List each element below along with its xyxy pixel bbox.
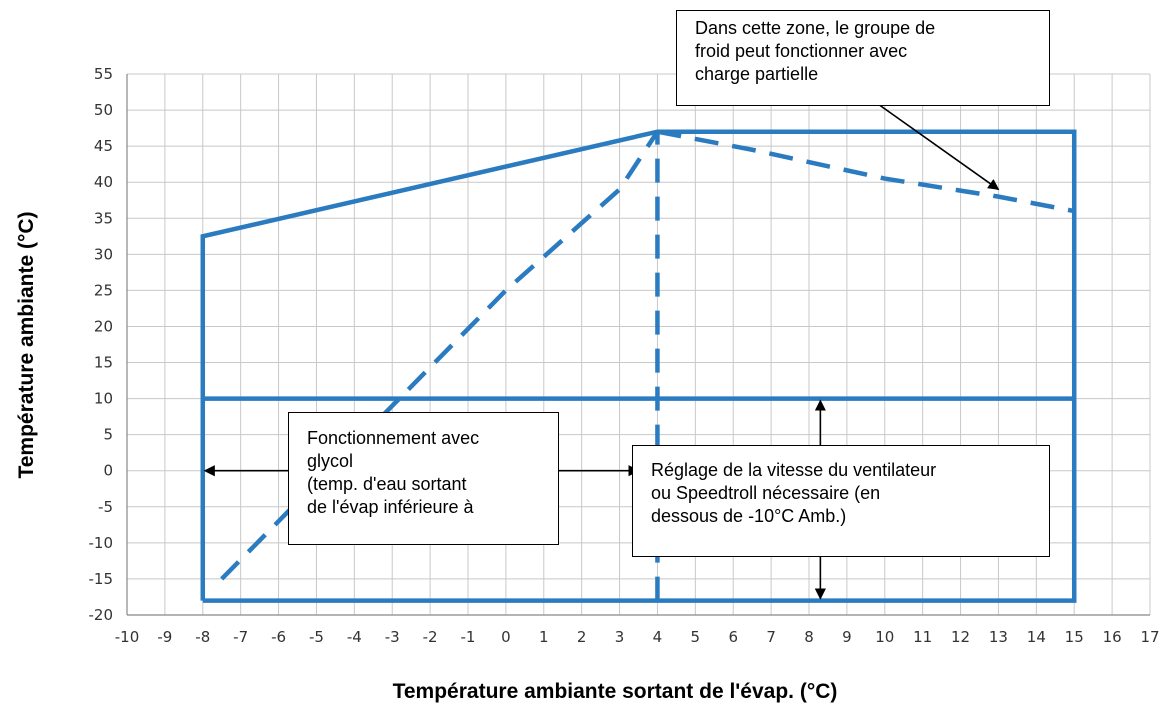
- x-tick-label: 1: [539, 628, 549, 646]
- y-tick-label: 5: [103, 426, 113, 444]
- x-tick-label: -7: [233, 628, 248, 646]
- x-tick-label: -4: [347, 628, 362, 646]
- annotation-left-box: Fonctionnement avec glycol (temp. d'eau …: [288, 412, 559, 545]
- x-tick-label: 11: [913, 628, 932, 646]
- x-tick-label: 3: [615, 628, 625, 646]
- annotation-top-box: Dans cette zone, le groupe de froid peut…: [676, 10, 1050, 106]
- x-tick-label: 10: [875, 628, 894, 646]
- annotation-arrows: [203, 103, 1000, 600]
- x-tick-label: 4: [653, 628, 663, 646]
- x-axis-title: Température ambiante sortant de l'évap. …: [393, 680, 838, 703]
- x-tick-label: 13: [989, 628, 1008, 646]
- y-tick-label: 40: [94, 173, 113, 191]
- y-tick-label: -15: [89, 570, 114, 588]
- x-tick-label: 14: [1027, 628, 1046, 646]
- x-tick-label: 9: [842, 628, 852, 646]
- y-tick-label: 50: [94, 101, 113, 119]
- tick-labels: -10 -9 -8 -7 -6 -5 -4 -3 -2 -1 0 1 2 3 4 5 6 7 8 9 10 11 12 13 1…: [89, 65, 1160, 646]
- y-tick-label: -10: [89, 534, 114, 552]
- x-tick-label: 16: [1103, 628, 1122, 646]
- x-tick-label: -8: [195, 628, 210, 646]
- y-tick-label: 35: [94, 209, 113, 227]
- x-tick-label: 5: [691, 628, 701, 646]
- annotation-right-line-1: Réglage de la vitesse du ventilateur: [651, 460, 937, 480]
- x-tick-label: -6: [271, 628, 286, 646]
- x-tick-label: -1: [461, 628, 476, 646]
- dashed-series-line-5: [657, 129, 1075, 214]
- x-tick-label: -5: [309, 628, 324, 646]
- y-tick-label: 45: [94, 137, 113, 155]
- y-axis-title: Température ambiante (°C): [15, 211, 38, 478]
- x-tick-label: 17: [1140, 628, 1159, 646]
- x-tick-label: -3: [385, 628, 400, 646]
- x-tick-label: -10: [115, 628, 140, 646]
- annotation-right-line-2: ou Speedtroll nécessaire (en: [651, 483, 881, 503]
- annotation-left-line-2: glycol: [307, 451, 354, 471]
- annotation-top-line-3: charge partielle: [695, 64, 819, 84]
- x-tick-label: 15: [1065, 628, 1084, 646]
- annotation-left-line-1: Fonctionnement avec: [307, 428, 480, 448]
- y-tick-label: 25: [94, 281, 113, 299]
- y-tick-label: 30: [94, 245, 113, 263]
- x-tick-label: -2: [423, 628, 438, 646]
- annotation-right-box: Réglage de la vitesse du ventilateur ou …: [632, 445, 1050, 557]
- x-tick-label: 0: [501, 628, 511, 646]
- annotation-top-line-2: froid peut fonctionner avec: [695, 41, 908, 61]
- x-tick-label: -9: [157, 628, 172, 646]
- annotation-top-line-1: Dans cette zone, le groupe de: [695, 18, 936, 38]
- y-tick-label: -20: [89, 606, 114, 624]
- annotation-left-line-3: (temp. d'eau sortant: [307, 474, 467, 494]
- y-tick-label: 15: [94, 354, 113, 372]
- x-tick-label: 2: [577, 628, 587, 646]
- annotation-top-arrow: [877, 103, 1000, 191]
- annotation-right-line-3: dessous de -10°C Amb.): [651, 506, 847, 526]
- x-tick-label: 8: [804, 628, 814, 646]
- y-tick-label: 55: [94, 65, 113, 83]
- solid-series-line-1: [200, 129, 1077, 603]
- annotation-left-line-4: de l'évap inférieure à: [307, 497, 474, 517]
- y-tick-label: 10: [94, 390, 113, 408]
- x-tick-label: 7: [766, 628, 776, 646]
- y-tick-label: 20: [94, 317, 113, 335]
- x-tick-label: 6: [728, 628, 738, 646]
- y-tick-label: -5: [98, 498, 113, 516]
- y-tick-label: 0: [103, 462, 113, 480]
- x-tick-label: 12: [951, 628, 970, 646]
